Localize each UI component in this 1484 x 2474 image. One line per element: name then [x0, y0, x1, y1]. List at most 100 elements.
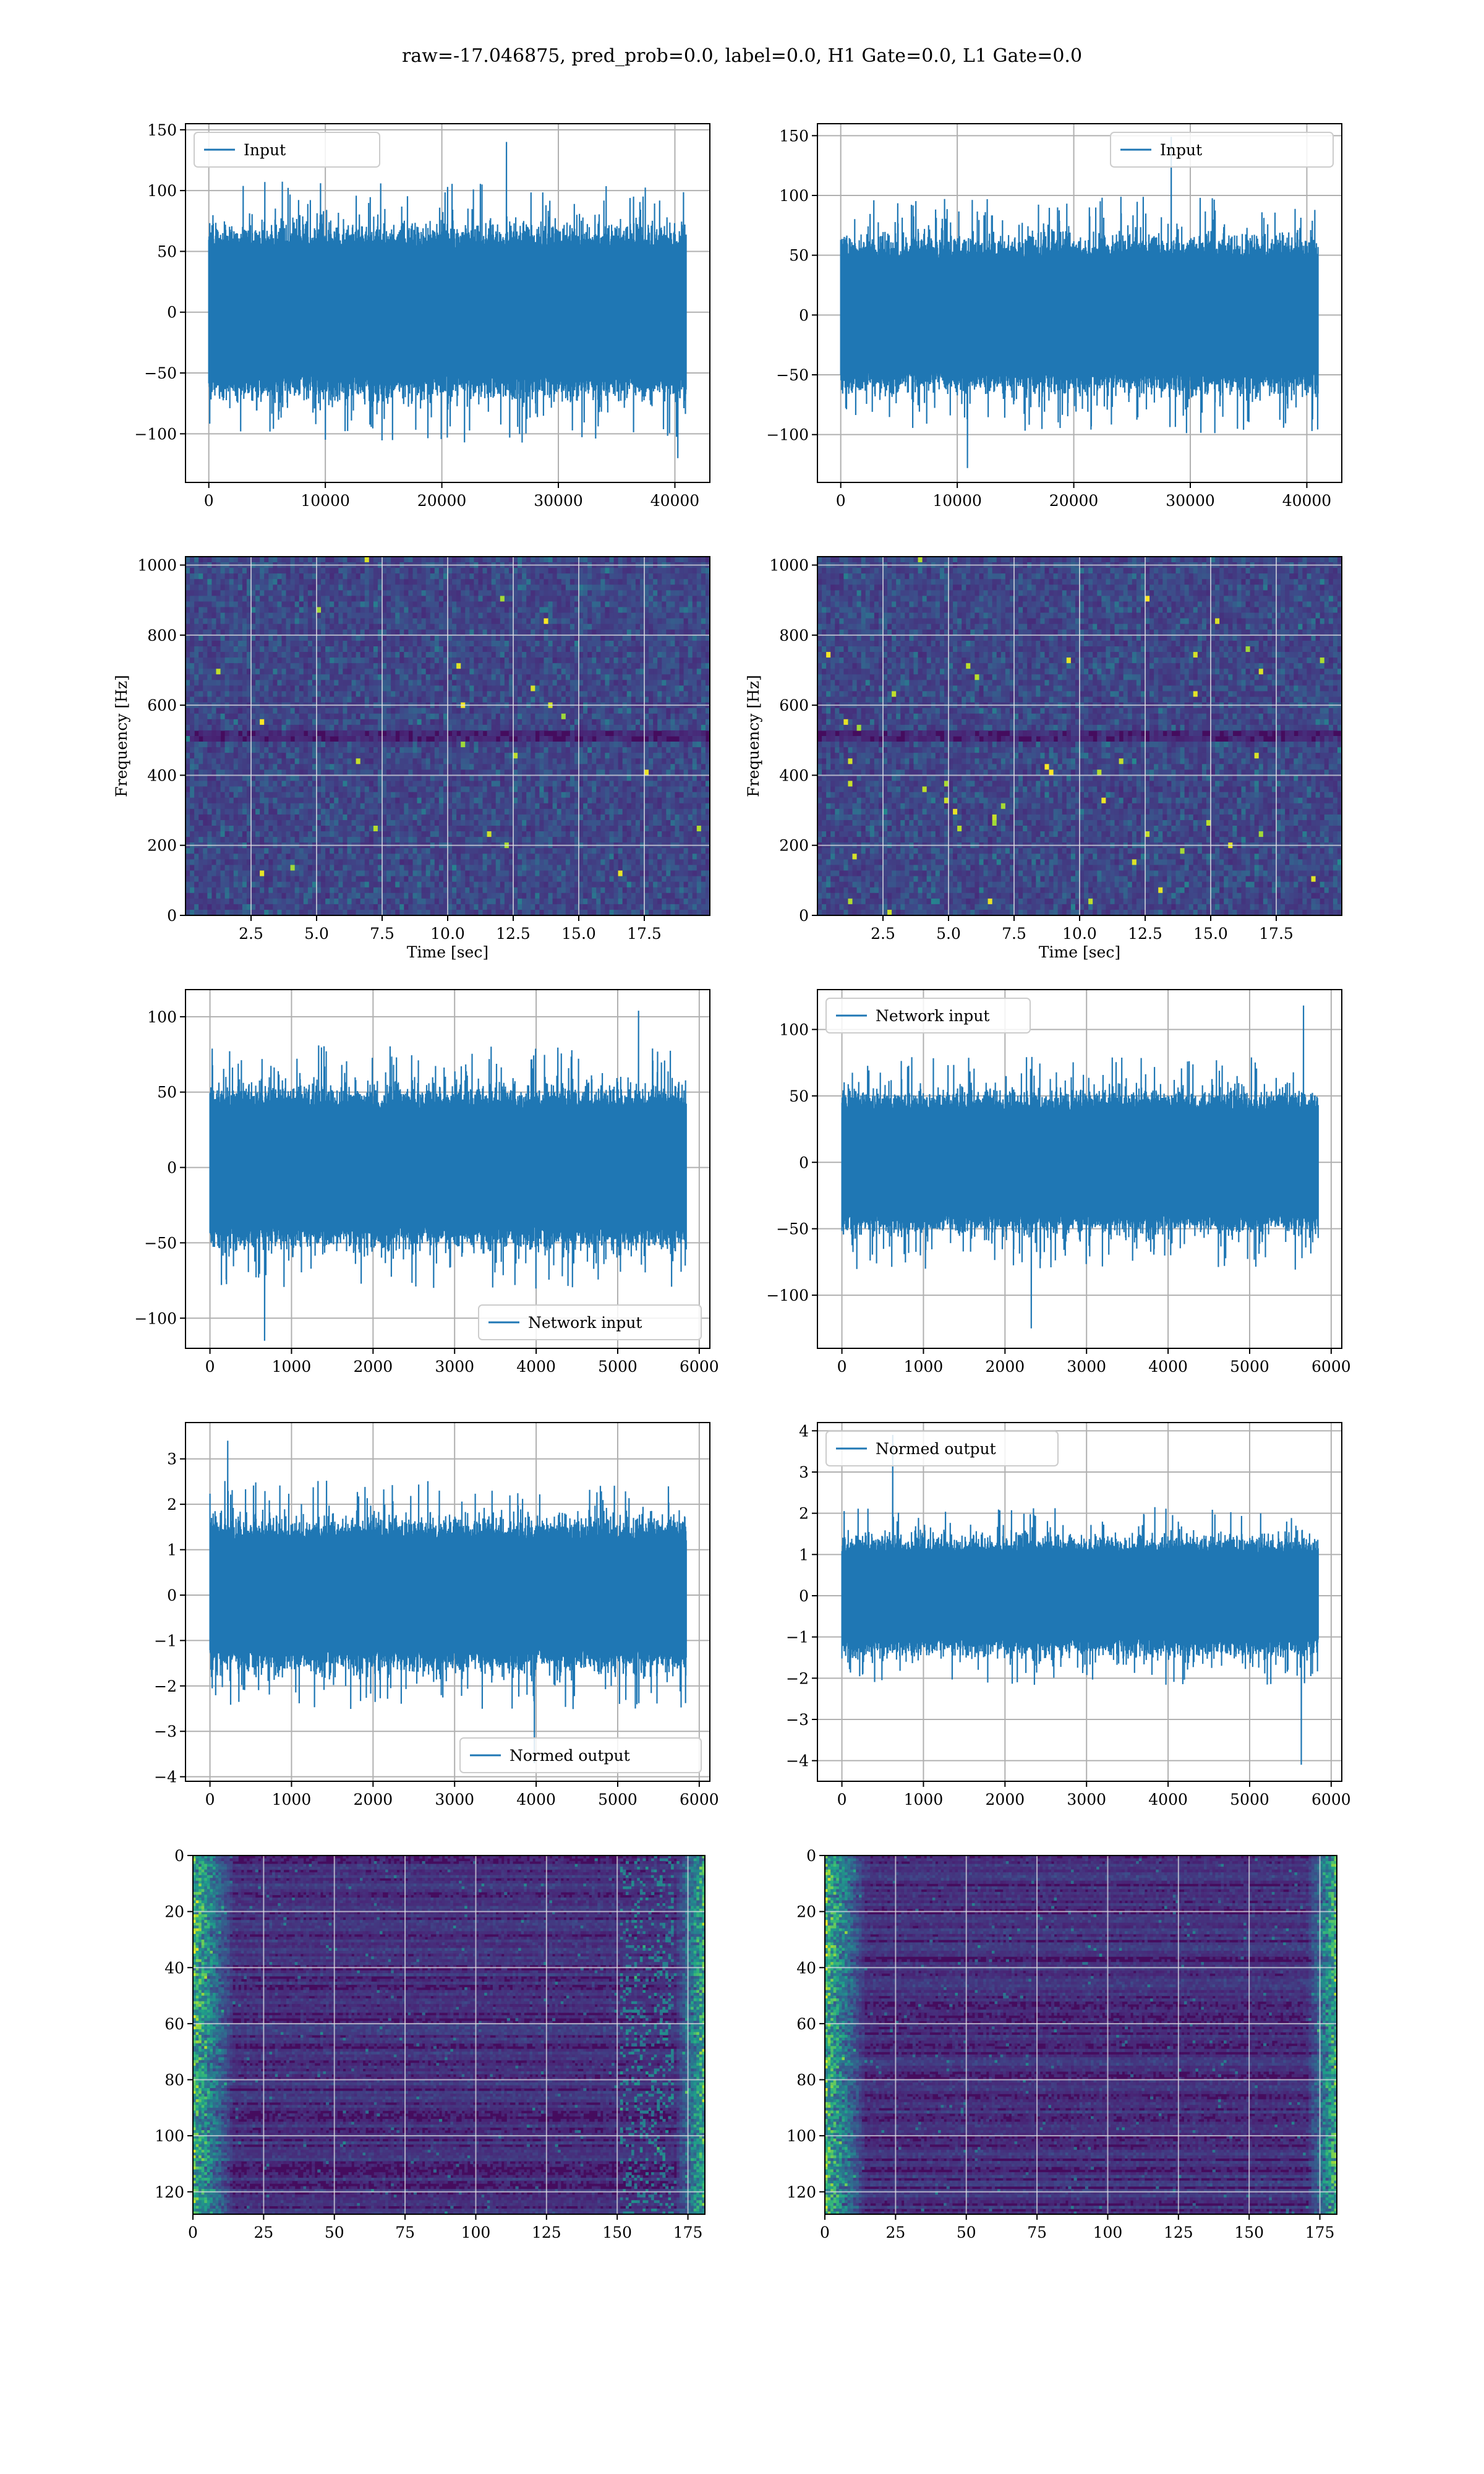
y-tick-label: 0 [167, 1159, 177, 1177]
x-tick-label: 3000 [1067, 1358, 1106, 1376]
x-tick-label: 0 [837, 1358, 847, 1376]
x-tick-label: 1000 [272, 1791, 312, 1808]
y-tick-label: 400 [779, 766, 809, 784]
x-tick-label: 20000 [1049, 492, 1099, 510]
legend: Network input [479, 1305, 701, 1340]
x-tick-label: 175 [673, 2224, 703, 2241]
y-tick-label: 2 [799, 1505, 809, 1523]
x-tick-label: 1000 [904, 1358, 944, 1376]
x-tick-label: 5000 [598, 1791, 638, 1808]
x-tick-label: 2000 [354, 1358, 393, 1376]
y-tick-label: 3 [799, 1463, 809, 1481]
y-tick-label: 0 [799, 907, 809, 925]
legend-label: Network input [876, 1007, 989, 1025]
legend-label: Normed output [510, 1747, 630, 1765]
x-tick-label: 12.5 [1128, 925, 1162, 943]
series-line-norm_h1 [210, 1440, 686, 1763]
y-tick-label: 100 [787, 2127, 816, 2145]
x-tick-label: 5000 [1230, 1791, 1269, 1808]
y-tick-label: −3 [786, 1711, 809, 1729]
x-tick-label: 40000 [650, 492, 700, 510]
y-tick-label: 600 [147, 696, 177, 714]
x-tick-label: 4000 [1148, 1358, 1188, 1376]
x-tick-label: 1000 [904, 1791, 944, 1808]
x-tick-label: 50 [325, 2224, 344, 2241]
x-tick-label: 0 [836, 492, 846, 510]
y-tick-label: −50 [144, 364, 177, 382]
y-tick-label: 40 [796, 1959, 816, 1977]
panel-spec_h1: 2.5 5.0 7.5 10.0 12.5 15.0 17.5020040060080010… [113, 557, 710, 961]
x-tick-label: 6000 [1311, 1358, 1351, 1376]
y-tick-label: 1 [167, 1541, 177, 1559]
x-tick-label: 2000 [986, 1791, 1025, 1808]
x-tick-label: 100 [461, 2224, 491, 2241]
y-tick-label: 150 [147, 121, 177, 139]
x-tick-label: 175 [1305, 2224, 1335, 2241]
x-tick-label: 4000 [1148, 1791, 1188, 1808]
x-tick-label: 40000 [1282, 492, 1332, 510]
y-tick-label: 100 [147, 182, 177, 200]
y-tick-label: 100 [147, 1008, 177, 1026]
panel-spec_l1: 2.5 5.0 7.5 10.0 12.5 15.0 17.5020040060080010… [744, 557, 1342, 961]
x-tick-label: 4000 [516, 1358, 556, 1376]
x-tick-label: 15.0 [561, 925, 596, 943]
x-tick-label: 17.5 [627, 925, 662, 943]
y-tick-label: 0 [799, 1154, 809, 1171]
series-line-net_l1 [842, 1006, 1318, 1329]
x-tick-label: 7.5 [370, 925, 394, 943]
y-tick-label: −1 [786, 1629, 809, 1646]
y-tick-label: 0 [167, 304, 177, 322]
heatmap-cells [193, 1856, 706, 2215]
legend: Network input [826, 998, 1030, 1033]
x-tick-label: 5000 [1230, 1358, 1269, 1376]
y-tick-label: 60 [164, 2015, 184, 2033]
y-tick-label: 50 [157, 242, 177, 260]
x-tick-label: 1000 [272, 1358, 312, 1376]
x-tick-label: 30000 [1166, 492, 1215, 510]
x-tick-label: 2.5 [871, 925, 895, 943]
y-tick-label: −3 [154, 1723, 177, 1740]
y-tick-label: 50 [789, 247, 809, 265]
y-tick-label: −1 [154, 1632, 177, 1650]
x-tick-label: 0 [188, 2224, 198, 2241]
legend: Input [194, 132, 380, 167]
panel-norm_l1: 0 1000 2000 3000 4000 5000 6000−4−3−2−101234No… [786, 1422, 1351, 1808]
x-tick-label: 125 [1164, 2224, 1193, 2241]
panels: 0 10000 20000 30000 40000−100−50050100150Inp… [113, 121, 1351, 2241]
y-tick-label: 0 [799, 306, 809, 324]
x-tick-label: 3000 [435, 1791, 474, 1808]
y-tick-label: 800 [147, 627, 177, 644]
y-tick-label: 2 [167, 1496, 177, 1513]
y-tick-label: 3 [167, 1450, 177, 1468]
y-tick-label: −2 [154, 1677, 177, 1695]
y-tick-label: 0 [806, 1847, 816, 1865]
x-tick-label: 5.0 [304, 925, 329, 943]
x-tick-label: 150 [602, 2224, 632, 2241]
legend: Input [1111, 132, 1333, 167]
legend: Normed output [826, 1431, 1058, 1466]
y-tick-label: −100 [766, 1286, 809, 1304]
panel-net_h1: 0 1000 2000 3000 4000 5000 6000−100−50050100Ne… [134, 990, 719, 1376]
x-tick-label: 3000 [435, 1358, 474, 1376]
x-tick-label: 20000 [417, 492, 467, 510]
x-tick-label: 30000 [534, 492, 583, 510]
panel-input_h1: 0 10000 20000 30000 40000−100−50050100150Inp… [134, 121, 710, 510]
y-axis-label: Frequency [Hz] [744, 675, 762, 797]
x-tick-label: 12.5 [496, 925, 531, 943]
legend-label: Network input [528, 1314, 642, 1332]
y-tick-label: 20 [796, 1903, 816, 1921]
y-tick-label: 1000 [137, 557, 177, 575]
y-tick-label: 200 [779, 837, 809, 855]
series-line-norm_l1 [842, 1435, 1318, 1765]
y-tick-label: 80 [796, 2071, 816, 2089]
y-tick-label: 600 [779, 696, 809, 714]
y-tick-label: −50 [776, 1220, 809, 1238]
y-tick-label: 120 [155, 2183, 184, 2201]
x-tick-label: 10000 [301, 492, 350, 510]
x-tick-label: 10.0 [430, 925, 465, 943]
y-tick-label: −4 [154, 1768, 177, 1786]
y-tick-label: −100 [134, 425, 177, 443]
y-tick-label: 0 [167, 1586, 177, 1604]
